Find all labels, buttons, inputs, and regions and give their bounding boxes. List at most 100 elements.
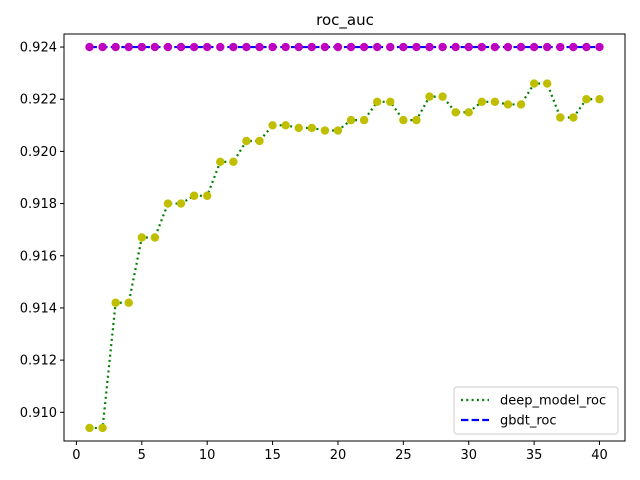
x-tick-label: 20: [330, 448, 347, 463]
x-tick-label: 10: [199, 448, 216, 463]
x-tick-label: 40: [591, 448, 608, 463]
data-point-deep_model_roc-7: [163, 199, 173, 208]
data-point-gbdt_roc-29: [451, 42, 460, 52]
data-point-deep_model_roc-8: [176, 199, 186, 208]
x-tick-label: 5: [138, 448, 146, 463]
data-point-gbdt_roc-11: [216, 42, 225, 52]
data-point-gbdt_roc-35: [529, 42, 539, 52]
data-point-deep_model_roc-40: [595, 95, 604, 104]
data-point-gbdt_roc-12: [229, 42, 238, 52]
y-tick-label: 0.920: [20, 145, 57, 160]
data-point-gbdt_roc-30: [464, 42, 473, 52]
data-point-deep_model_roc-1: [85, 423, 94, 433]
x-tick-label: 0: [72, 448, 80, 463]
data-point-deep_model_roc-35: [529, 79, 539, 88]
legend-label-deep_model_roc: deep_model_roc: [500, 394, 606, 409]
data-point-gbdt_roc-37: [556, 42, 565, 52]
data-point-deep_model_roc-4: [124, 298, 133, 307]
data-point-gbdt_roc-7: [163, 42, 173, 52]
data-point-gbdt_roc-36: [542, 42, 552, 52]
data-point-deep_model_roc-28: [438, 92, 447, 101]
data-point-deep_model_roc-21: [346, 115, 356, 125]
data-point-deep_model_roc-37: [556, 113, 565, 122]
data-point-deep_model_roc-33: [503, 100, 513, 109]
data-point-gbdt_roc-14: [255, 42, 264, 52]
y-tick-label: 0.918: [20, 197, 57, 212]
y-tick-label: 0.922: [20, 93, 57, 108]
data-point-deep_model_roc-24: [386, 97, 395, 107]
data-point-deep_model_roc-2: [98, 423, 107, 433]
data-point-gbdt_roc-33: [503, 42, 513, 52]
data-point-gbdt_roc-26: [412, 42, 421, 52]
legend-label-gbdt_roc: gbdt_roc: [500, 414, 557, 429]
data-point-gbdt_roc-20: [333, 42, 343, 52]
data-point-gbdt_roc-8: [176, 42, 186, 52]
data-point-gbdt_roc-6: [150, 42, 160, 52]
data-point-gbdt_roc-17: [294, 42, 303, 52]
data-point-gbdt_roc-23: [372, 42, 382, 52]
data-point-deep_model_roc-34: [516, 100, 526, 109]
data-point-gbdt_roc-21: [346, 42, 356, 52]
data-point-deep_model_roc-14: [255, 136, 264, 146]
legend: deep_model_roc gbdt_roc: [453, 386, 619, 435]
data-point-gbdt_roc-4: [124, 42, 133, 52]
y-tick-label: 0.916: [20, 249, 57, 264]
y-tick-label: 0.910: [20, 406, 57, 421]
data-point-deep_model_roc-23: [372, 97, 382, 107]
data-point-deep_model_roc-27: [425, 92, 434, 101]
data-point-deep_model_roc-12: [229, 157, 238, 167]
data-point-deep_model_roc-22: [359, 115, 369, 125]
data-point-deep_model_roc-10: [202, 191, 212, 200]
data-point-deep_model_roc-38: [569, 113, 578, 122]
data-point-deep_model_roc-16: [281, 121, 290, 130]
data-point-gbdt_roc-19: [320, 42, 330, 52]
data-point-gbdt_roc-1: [85, 42, 94, 52]
y-tick-label: 0.912: [20, 354, 57, 369]
legend-box: [453, 386, 619, 435]
data-point-gbdt_roc-3: [111, 42, 120, 52]
axes: 0 5 10 15 20 25 30 35 40 0.910 0.912 0.914 0.916 0.91…: [20, 33, 626, 463]
data-point-gbdt_roc-32: [490, 42, 500, 52]
chart-title: roc_auc: [316, 11, 374, 30]
data-point-deep_model_roc-31: [477, 97, 487, 107]
data-point-gbdt_roc-16: [281, 42, 290, 52]
data-point-gbdt_roc-13: [242, 42, 251, 52]
data-point-deep_model_roc-15: [268, 121, 277, 130]
x-tick-label: 15: [264, 448, 281, 463]
axes-frame: [63, 33, 626, 442]
data-point-deep_model_roc-19: [320, 126, 330, 135]
data-point-deep_model_roc-36: [542, 79, 552, 88]
data-point-gbdt_roc-15: [268, 42, 277, 52]
x-tick-label: 35: [526, 448, 543, 463]
data-point-deep_model_roc-32: [490, 97, 500, 107]
data-point-deep_model_roc-11: [216, 157, 225, 167]
data-point-gbdt_roc-38: [569, 42, 578, 52]
y-tick-label: 0.914: [20, 301, 57, 316]
data-point-gbdt_roc-34: [516, 42, 526, 52]
data-point-gbdt_roc-28: [438, 42, 447, 52]
data-point-deep_model_roc-3: [111, 298, 120, 307]
data-point-gbdt_roc-27: [425, 42, 434, 52]
data-point-gbdt_roc-5: [137, 42, 147, 52]
data-point-gbdt_roc-31: [477, 42, 487, 52]
data-point-gbdt_roc-39: [582, 42, 591, 52]
data-point-deep_model_roc-5: [137, 233, 147, 242]
data-point-gbdt_roc-9: [189, 42, 199, 52]
data-point-deep_model_roc-26: [412, 115, 421, 125]
data-point-deep_model_roc-17: [294, 123, 303, 133]
data-point-gbdt_roc-24: [386, 42, 395, 52]
data-point-deep_model_roc-20: [333, 126, 343, 135]
data-point-gbdt_roc-2: [98, 42, 107, 52]
data-point-deep_model_roc-39: [582, 95, 591, 104]
data-point-deep_model_roc-9: [189, 191, 199, 200]
data-point-gbdt_roc-10: [202, 42, 212, 52]
data-point-deep_model_roc-30: [464, 108, 473, 117]
series-line-deep_model_roc: [89, 82, 600, 430]
x-tick-label: 25: [395, 448, 412, 463]
data-point-deep_model_roc-13: [242, 136, 251, 146]
data-point-deep_model_roc-6: [150, 233, 160, 242]
data-point-gbdt_roc-25: [399, 42, 408, 52]
x-tick-label: 30: [460, 448, 477, 463]
data-point-deep_model_roc-18: [307, 123, 317, 133]
